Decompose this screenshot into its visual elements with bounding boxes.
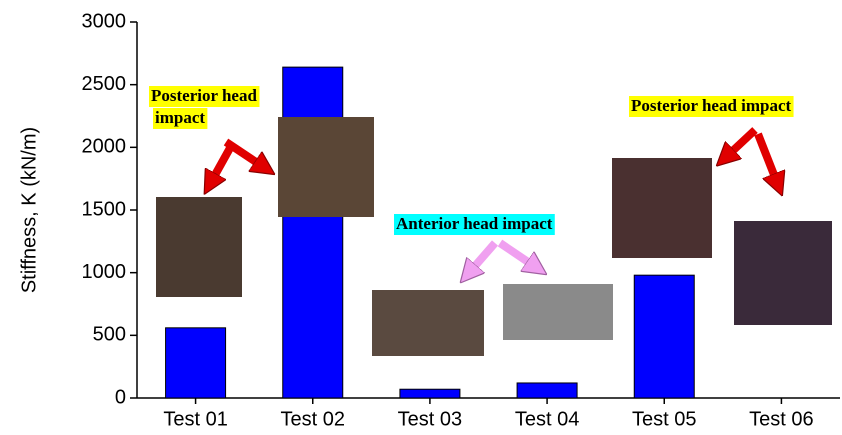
annotation-bg <box>149 86 260 107</box>
photo <box>612 158 712 258</box>
arrow <box>754 132 778 185</box>
annotation: impact <box>155 108 205 127</box>
y-tick-label: 500 <box>93 324 126 346</box>
annotation: Posterior head <box>151 86 257 105</box>
x-tick-label: Test 03 <box>398 408 462 430</box>
arrows <box>210 127 778 274</box>
bar <box>633 274 695 399</box>
y-tick-label: 1000 <box>82 261 127 283</box>
arrow <box>468 240 499 274</box>
photo <box>156 197 242 297</box>
x-tick-label: Test 02 <box>281 408 345 430</box>
bar <box>165 327 227 399</box>
y-axis-label: Stiffness, K (kN/m) <box>18 127 40 293</box>
bar <box>516 382 578 399</box>
x-tick-label: Test 05 <box>632 408 696 430</box>
photo <box>734 221 832 325</box>
y-tick-label: 3000 <box>82 10 127 32</box>
annotation-bg <box>153 108 208 129</box>
photo <box>372 290 484 356</box>
photos <box>156 117 832 356</box>
bar <box>282 66 344 399</box>
annotation-bg <box>629 96 794 117</box>
annotation: Posterior head impact <box>631 96 792 115</box>
arrow <box>210 146 234 184</box>
annotation: Anterior head impact <box>396 214 553 233</box>
photo <box>503 284 613 340</box>
y-tick-label: 2500 <box>82 73 127 95</box>
photo <box>278 117 374 217</box>
x-tick-label: Test 06 <box>749 408 813 430</box>
arrow <box>497 239 537 268</box>
annotations: Posterior head impact Anterior head impact… <box>149 86 794 235</box>
y-tick-label: 2000 <box>82 136 127 158</box>
annotation-bg <box>394 214 555 235</box>
bar <box>399 388 461 399</box>
x-tick-label: Test 04 <box>515 408 579 430</box>
arrow <box>223 138 265 168</box>
arrow <box>725 127 758 158</box>
y-tick-label: 1500 <box>82 198 127 220</box>
y-tick-label: 0 <box>115 386 126 408</box>
x-tick-label: Test 01 <box>163 408 227 430</box>
